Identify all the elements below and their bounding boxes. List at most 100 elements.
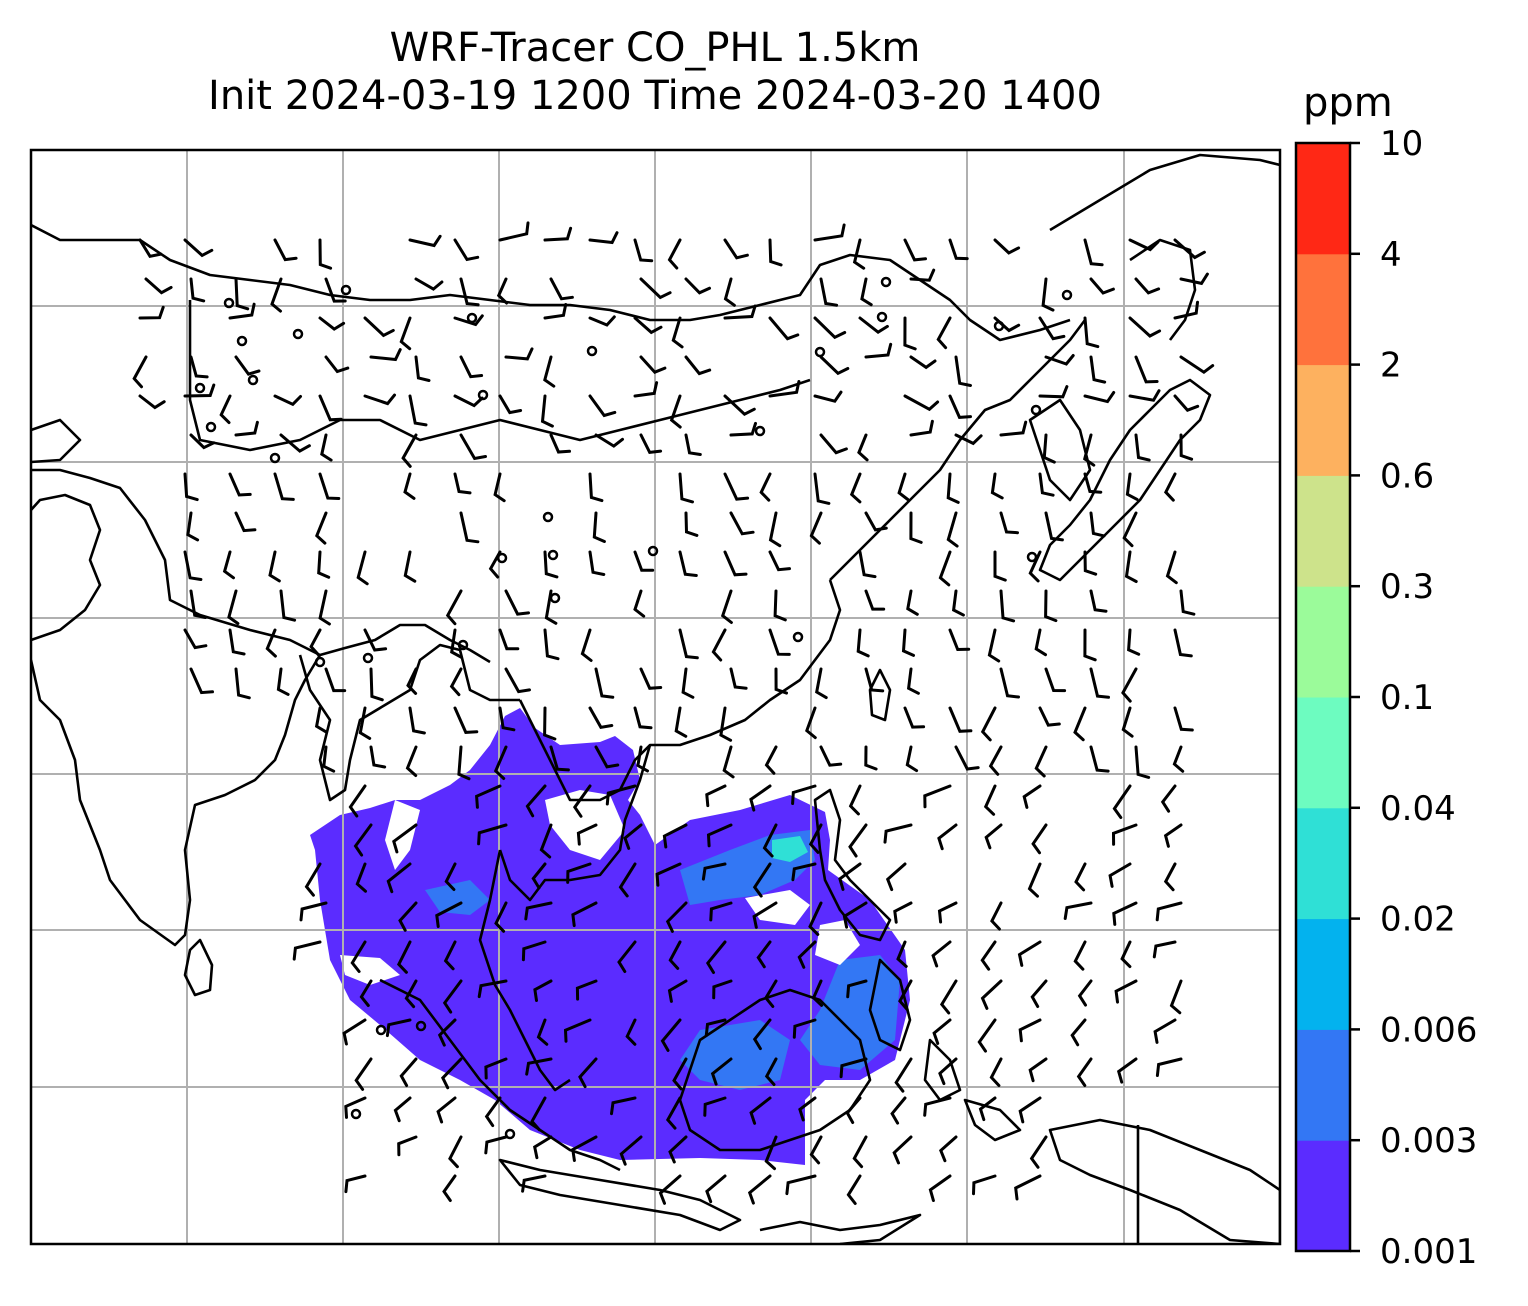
title-line-2: Init 2024-03-19 1200 Time 2024-03-20 140… — [208, 73, 1102, 119]
wind-barb — [1120, 940, 1132, 969]
wind-barb — [318, 316, 346, 331]
colorbar-unit-label: ppm — [1303, 80, 1393, 126]
colorbar-tick-label: 10 — [1380, 124, 1423, 164]
wind-barb — [610, 1096, 637, 1116]
wind-barb — [1128, 238, 1160, 252]
wind-barb — [1022, 784, 1042, 809]
wind-barb — [580, 628, 593, 662]
wind-barb — [1134, 355, 1159, 384]
wind-barb — [897, 472, 910, 501]
wind-barb — [723, 238, 749, 260]
wind-barb — [543, 628, 560, 661]
wind-barb — [773, 589, 787, 622]
wind-barb — [1163, 862, 1177, 892]
wind-barb — [493, 745, 508, 780]
calm-circle — [586, 345, 598, 357]
wind-barb — [1083, 472, 1103, 494]
india-coast — [31, 493, 322, 947]
wind-barb — [453, 394, 484, 408]
wind-barb — [1111, 823, 1138, 846]
wind-barb — [625, 1018, 637, 1046]
wind-barb — [1083, 238, 1104, 267]
calm-circle — [477, 389, 489, 401]
wind-barb — [521, 940, 547, 962]
wind-barb — [978, 1096, 997, 1122]
wind-barb — [819, 277, 839, 307]
wind-barb — [938, 1057, 958, 1086]
wind-barb — [369, 745, 387, 769]
wind-barb — [999, 589, 1016, 623]
wind-barb — [946, 511, 959, 548]
wind-barb — [398, 901, 418, 932]
wind-barb — [849, 472, 862, 504]
wind-barb — [785, 1174, 817, 1196]
wind-barb — [909, 268, 936, 282]
wind-barb — [1083, 316, 1100, 349]
wind-barb — [839, 1057, 868, 1079]
colorbar-swatch — [1296, 1029, 1350, 1141]
wind-barb — [946, 472, 960, 504]
wind-barb — [138, 394, 166, 410]
wind-barb — [1038, 385, 1069, 399]
wind-barb — [948, 706, 973, 733]
wind-barb — [453, 238, 480, 262]
wind-barb — [1116, 1057, 1138, 1084]
calm-circle — [457, 639, 469, 651]
wind-barb — [705, 1174, 727, 1204]
wind-barb — [317, 550, 331, 579]
new-guinea — [1048, 1118, 1280, 1244]
wind-barb — [1034, 628, 1047, 657]
wind-barb — [299, 901, 328, 922]
wind-barb — [903, 316, 917, 351]
wind-barb — [856, 628, 870, 658]
colorbar-swatch — [1296, 586, 1350, 698]
wind-barb — [619, 1135, 643, 1166]
wind-barb — [1044, 354, 1075, 366]
wind-barb — [414, 355, 431, 382]
wind-barb — [1073, 706, 1087, 742]
wind-barb — [1173, 238, 1206, 260]
wind-barb — [348, 784, 367, 818]
wind-barb — [1163, 823, 1183, 848]
co-tracer-plume — [310, 708, 910, 1165]
wind-barb — [864, 745, 878, 771]
wind-barb — [234, 420, 259, 437]
wind-barb — [819, 433, 848, 455]
wind-barb — [273, 394, 302, 407]
wind-barb — [399, 316, 412, 351]
wind-barb — [1029, 1135, 1048, 1169]
wind-barb — [183, 383, 216, 398]
wind-barb — [1179, 589, 1196, 616]
calm-circle — [362, 652, 374, 664]
wind-barb — [270, 277, 283, 313]
wind-barb — [273, 472, 295, 501]
wind-barb — [892, 1135, 913, 1165]
wind-barb — [356, 550, 369, 586]
wind-barb — [405, 745, 418, 777]
title-line-1: WRF-Tracer CO_PHL 1.5km — [389, 25, 921, 71]
calm-circle — [236, 335, 248, 347]
wind-barb — [265, 628, 277, 658]
wind-barb — [858, 316, 889, 335]
wind-barb — [747, 1174, 772, 1205]
wind-barb — [588, 550, 606, 576]
wind-barb — [705, 940, 727, 974]
wind-barb — [138, 238, 163, 258]
wind-barb — [314, 706, 328, 734]
wind-barb — [219, 394, 232, 425]
wind-barb — [894, 1057, 913, 1093]
wind-barb — [954, 745, 980, 771]
wind-barb — [1030, 979, 1048, 1008]
central-asia-border — [31, 418, 82, 464]
wind-barb — [980, 979, 1003, 1010]
wind-barb — [617, 940, 637, 973]
wind-barb — [1038, 706, 1061, 727]
wind-barb — [342, 1018, 367, 1046]
malay-peninsula — [478, 849, 571, 1092]
calm-circle — [350, 1108, 362, 1120]
wind-barb — [813, 223, 846, 242]
wind-barb — [712, 979, 733, 1000]
wind-barb — [972, 1174, 997, 1196]
wind-barbs — [132, 221, 1215, 1205]
wind-barb — [720, 589, 733, 624]
